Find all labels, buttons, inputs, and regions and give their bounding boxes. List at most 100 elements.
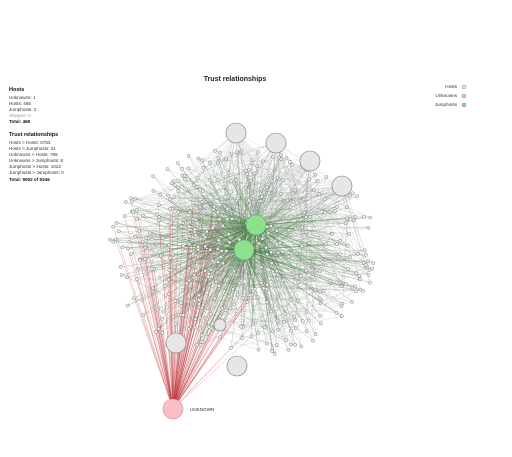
host-node: [232, 269, 236, 274]
host-node: [216, 156, 221, 160]
host-node: [266, 231, 271, 235]
host-node: [214, 279, 219, 284]
edge: [172, 198, 238, 209]
host-node: [118, 265, 123, 269]
host-node: [279, 152, 283, 157]
host-node: [339, 284, 344, 289]
host-node: [345, 244, 350, 248]
host-node: [280, 250, 285, 254]
host-node: [265, 283, 269, 287]
edge: [202, 160, 245, 251]
edge: [278, 252, 289, 257]
edge: [143, 160, 311, 315]
host-node: [156, 327, 161, 331]
host-node: [180, 166, 184, 171]
edge: [126, 249, 245, 278]
edge: [172, 250, 227, 410]
host-node: [237, 281, 242, 286]
host-node: [119, 273, 124, 277]
edge: [136, 185, 343, 219]
edge: [271, 177, 278, 264]
edge: [173, 181, 195, 230]
edge: [199, 300, 322, 318]
host-node: [275, 276, 280, 281]
edge: [140, 260, 174, 410]
edge: [172, 328, 212, 410]
host-node: [284, 338, 288, 342]
edge: [172, 337, 221, 410]
host-node: [122, 214, 127, 218]
host-node: [364, 253, 368, 257]
host-node: [304, 268, 308, 273]
edge: [211, 269, 294, 318]
legend-swatch: [461, 102, 467, 108]
host-node: [221, 261, 225, 266]
nodes: [108, 122, 376, 420]
host-node: [345, 205, 349, 210]
host-node: [132, 234, 137, 239]
host-node: [312, 188, 317, 193]
edge: [170, 257, 174, 410]
host-node: [218, 314, 223, 319]
edge: [139, 230, 258, 298]
edge: [152, 288, 182, 307]
host-node: [265, 300, 269, 304]
edge: [134, 263, 224, 299]
edge: [252, 250, 357, 274]
host-node: [126, 246, 130, 251]
host-node: [286, 348, 291, 352]
edge: [217, 320, 279, 330]
host-node: [215, 247, 220, 251]
edge: [153, 132, 237, 269]
host-node: [173, 299, 177, 303]
edge: [323, 291, 342, 317]
host-node: [249, 179, 253, 183]
edge: [241, 150, 245, 251]
host-node: [224, 156, 228, 161]
hosts-line: Jumphosts: 2: [9, 107, 37, 112]
host-node: [300, 319, 305, 323]
host-node: [368, 280, 372, 285]
edge: [290, 246, 303, 345]
edge: [172, 231, 195, 410]
host-node: [248, 293, 253, 298]
edge: [202, 160, 264, 162]
host-node: [234, 178, 238, 182]
host-node: [256, 241, 261, 246]
unknown-node: [162, 398, 184, 420]
jumphost-node: [233, 239, 255, 261]
host-node: [208, 247, 212, 252]
edge: [243, 242, 310, 251]
host-node: [131, 209, 135, 214]
host-node: [245, 172, 249, 176]
host-node: [288, 232, 293, 237]
edge: [274, 231, 307, 354]
host-node: [211, 207, 216, 212]
host-node: [151, 188, 156, 193]
host-node: [193, 275, 198, 279]
host-node: [361, 288, 365, 293]
edge: [169, 224, 196, 235]
host-node: [218, 335, 222, 340]
edge: [255, 224, 369, 228]
edge: [175, 249, 245, 339]
host-node: [168, 221, 173, 226]
host-node: [165, 167, 170, 171]
host-node: [129, 252, 134, 256]
edge: [225, 158, 366, 265]
hosts-line: Hosts: 465: [9, 101, 31, 106]
edge: [255, 224, 358, 254]
edge: [184, 132, 237, 177]
edge: [143, 314, 174, 410]
edge: [243, 244, 345, 251]
host-node: [308, 215, 313, 219]
edge: [258, 185, 343, 334]
edge: [158, 216, 257, 226]
edge: [341, 218, 349, 316]
edge: [149, 218, 194, 234]
host-node: [232, 302, 236, 307]
edge: [347, 218, 371, 283]
host-node: [324, 175, 329, 179]
host-node: [176, 210, 181, 214]
